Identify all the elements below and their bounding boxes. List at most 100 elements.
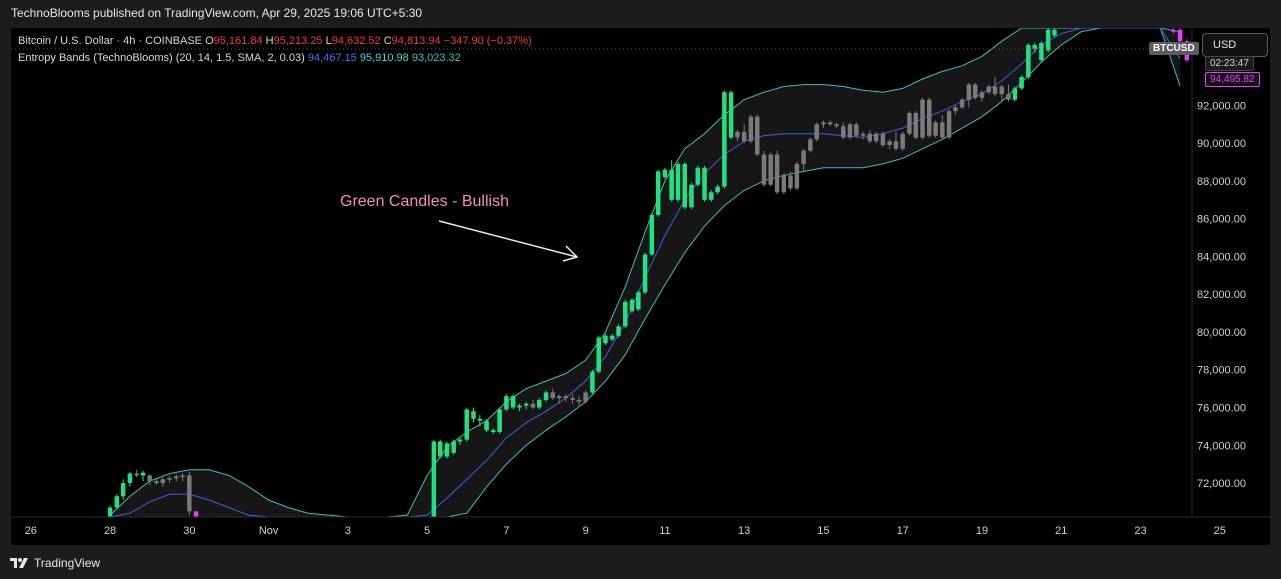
- candle-body: [834, 124, 839, 127]
- candle: [887, 139, 892, 149]
- candle-body: [1171, 29, 1176, 32]
- time-tick-label: 7: [503, 525, 509, 537]
- price-tick-label: 72,000.00: [1197, 478, 1246, 490]
- candle: [193, 511, 199, 517]
- candle: [880, 131, 886, 147]
- currency-button[interactable]: USD: [1202, 33, 1268, 57]
- candle: [682, 162, 687, 210]
- candle-body: [1006, 94, 1011, 100]
- candle-body: [570, 398, 575, 400]
- candle: [801, 148, 806, 172]
- time-tick-label: 28: [104, 525, 116, 537]
- candle: [623, 299, 628, 329]
- price-axis: 92,000.00 90,000.00 88,000.00 86,000.00 84,0…: [1197, 100, 1246, 490]
- candle: [722, 90, 727, 189]
- candle-body: [1032, 44, 1037, 49]
- candle-body: [966, 84, 972, 100]
- candle: [728, 90, 734, 140]
- candle: [1052, 28, 1057, 38]
- time-tick-label: 11: [659, 525, 670, 537]
- candle: [946, 109, 952, 140]
- annotation-arrow-head: [562, 245, 579, 262]
- candle-body: [662, 169, 668, 178]
- publisher-bar: TechnoBlooms published on TradingView.co…: [11, 6, 423, 20]
- candle: [900, 131, 905, 151]
- candle-body: [616, 326, 621, 336]
- candle-body: [992, 86, 998, 95]
- candle-body: [1052, 29, 1057, 36]
- candle: [1045, 28, 1051, 53]
- candle-body: [114, 496, 120, 508]
- tradingview-logo[interactable]: TradingView: [10, 556, 100, 570]
- candle-body: [140, 472, 146, 476]
- candle: [748, 114, 754, 144]
- candle-body: [741, 131, 747, 142]
- candle: [550, 388, 556, 400]
- candle: [457, 437, 463, 446]
- candle-body: [609, 335, 615, 340]
- candle-body: [444, 443, 450, 457]
- price-change: −347.90 (−0.37%): [443, 35, 532, 47]
- candle-body: [563, 396, 569, 399]
- candle: [860, 131, 866, 140]
- candle-body: [437, 441, 443, 457]
- candle: [642, 252, 648, 295]
- price-tick-label: 88,000.00: [1197, 176, 1246, 188]
- indicator-legend[interactable]: Entropy Bands (TechnoBlooms) (20, 14, 1.…: [18, 52, 461, 64]
- candle-body: [510, 396, 516, 408]
- price-tick-label: 86,000.00: [1197, 214, 1246, 226]
- candle: [583, 390, 588, 404]
- candle: [543, 390, 549, 402]
- symbol-legend[interactable]: Bitcoin / U.S. Dollar · 4h · COINBASE O9…: [18, 35, 532, 47]
- candle-body: [893, 141, 899, 149]
- candle: [517, 403, 522, 412]
- candle-body: [913, 112, 919, 138]
- candle: [174, 474, 179, 482]
- price-tick-label: 82,000.00: [1197, 289, 1246, 301]
- candle: [926, 97, 932, 138]
- time-tick-label: 9: [583, 525, 589, 537]
- candle: [953, 105, 958, 115]
- candle-body: [675, 163, 681, 200]
- candle-body: [193, 511, 199, 517]
- time-tick-label: 30: [183, 525, 195, 537]
- time-tick-label: 25: [1214, 525, 1226, 537]
- candle: [781, 173, 787, 195]
- candle: [629, 297, 635, 314]
- chart-area[interactable]: 92,000.00 90,000.00 88,000.00 86,000.00 84,0…: [11, 28, 1270, 545]
- candle-body: [583, 392, 588, 402]
- bar-countdown-tag: 02:23:47: [1205, 56, 1254, 71]
- candle: [180, 473, 185, 482]
- candle-body: [754, 116, 760, 155]
- candle: [603, 333, 608, 346]
- candle-body: [517, 405, 522, 408]
- candle: [1039, 41, 1044, 62]
- band-price-tag: 94,495.82: [1205, 72, 1260, 87]
- candle: [616, 324, 621, 338]
- time-tick-label: 23: [1134, 525, 1146, 537]
- candle: [867, 129, 873, 144]
- candle-body: [873, 133, 879, 142]
- candle-body: [655, 171, 661, 215]
- candle: [1026, 43, 1031, 79]
- candle-body: [623, 301, 628, 327]
- candle: [999, 84, 1005, 102]
- candle: [596, 335, 601, 374]
- price-tick-label: 90,000.00: [1197, 138, 1246, 150]
- candle: [827, 120, 833, 127]
- candle: [530, 399, 536, 410]
- time-tick-label: 5: [424, 525, 430, 537]
- candle-body: [682, 163, 687, 208]
- ohlc-close: 94,813.94: [391, 35, 441, 47]
- candle: [134, 469, 139, 478]
- candle: [537, 398, 542, 410]
- candle: [160, 477, 166, 487]
- annotation-arrow-shaft: [438, 220, 578, 258]
- candle-body: [497, 409, 502, 433]
- candle: [523, 401, 529, 410]
- candle: [464, 407, 470, 442]
- candle-body: [880, 133, 886, 146]
- candle-body: [174, 476, 179, 479]
- annotation-text[interactable]: Green Candles - Bullish: [340, 193, 509, 210]
- candle: [444, 441, 450, 459]
